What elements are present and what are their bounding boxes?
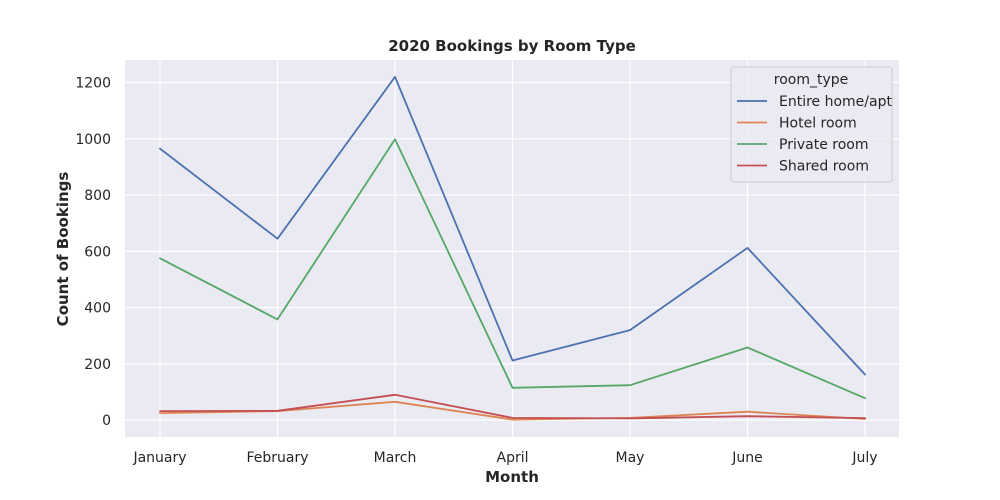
legend-label: Shared room (779, 159, 869, 175)
y-tick-label: 600 (84, 244, 111, 260)
x-tick-label: July (851, 450, 877, 466)
x-axis-title: Month (485, 468, 539, 486)
y-tick-label: 400 (84, 301, 111, 317)
y-tick-label: 200 (84, 357, 111, 373)
legend: room_type Entire home/apt Hotel room Priva… (730, 66, 893, 183)
y-tick-label: 800 (84, 188, 111, 204)
y-tick-label: 0 (102, 413, 111, 429)
chart-title: 2020 Bookings by Room Type (388, 37, 636, 55)
x-tick-label: January (132, 450, 186, 466)
y-tick-labels: 0 200 400 600 800 1000 1200 (75, 76, 111, 430)
y-axis-title: Count of Bookings (54, 172, 72, 327)
x-tick-label: May (616, 450, 645, 466)
x-tick-labels: January February March April May June July (132, 450, 877, 466)
y-tick-label: 1200 (75, 76, 111, 92)
legend-title: room_type (774, 72, 849, 88)
grid-lines (125, 60, 899, 437)
x-tick-label: March (374, 450, 417, 466)
legend-label: Entire home/apt (779, 94, 892, 110)
series-line-entire-home-apt (159, 76, 866, 376)
legend-items: Entire home/apt Hotel room Private room Sha… (737, 94, 892, 175)
legend-label: Hotel room (779, 116, 857, 132)
legend-box (730, 66, 893, 183)
x-tick-label: April (497, 450, 529, 466)
series-line-private-room (159, 138, 866, 400)
legend-label: Private room (779, 137, 868, 153)
series-line-shared-room (159, 393, 866, 420)
x-tick-label: June (731, 450, 763, 466)
x-tick-label: February (246, 450, 308, 466)
y-tick-label: 1000 (75, 132, 111, 148)
series-lines (159, 76, 866, 421)
